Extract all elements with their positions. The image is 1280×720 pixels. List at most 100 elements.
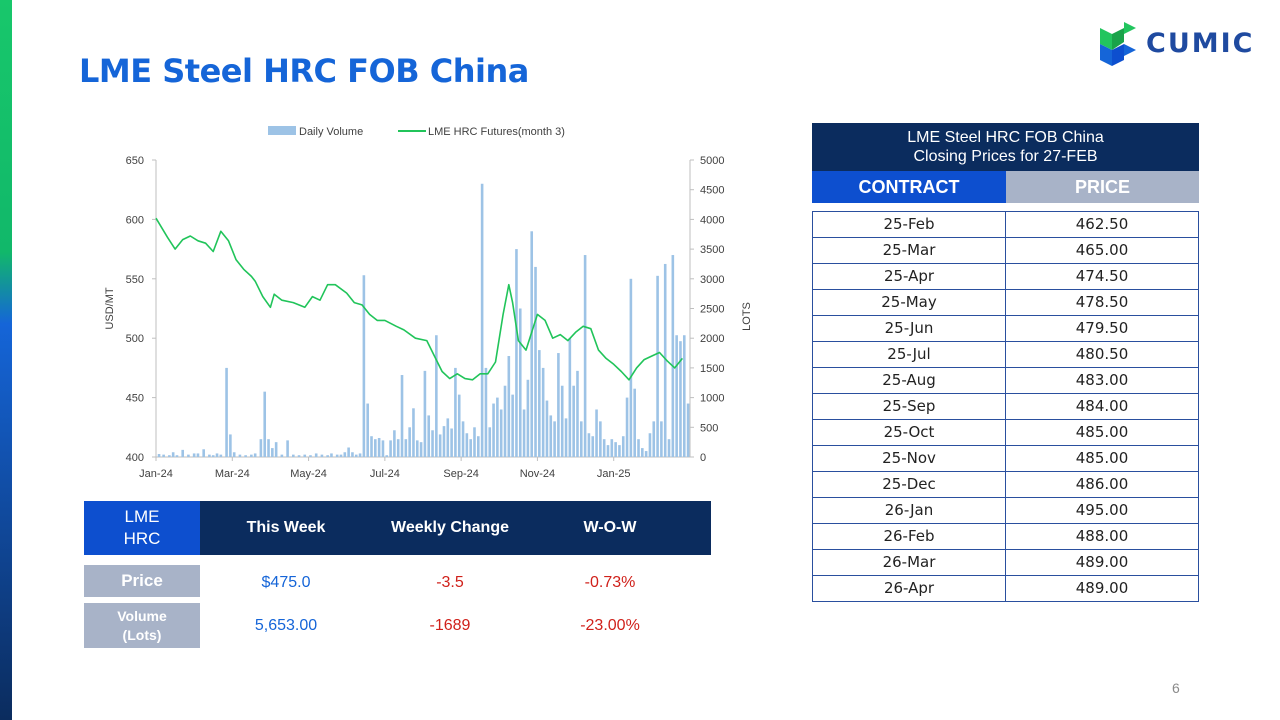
volume-bar <box>244 455 247 457</box>
price-table-row: 25-May 478.50 <box>813 289 1198 315</box>
left-tick-label: 500 <box>126 333 144 345</box>
right-tick-label: 1500 <box>700 363 724 375</box>
price-table-row: 25-Jul 480.50 <box>813 341 1198 367</box>
price-weekly-change: -3.5 <box>436 574 464 591</box>
volume-bar <box>541 367 545 457</box>
price-table-row: 26-Feb 488.00 <box>813 523 1198 549</box>
header-wow: W-O-W <box>583 519 637 536</box>
price-cell: 462.50 <box>1075 215 1129 233</box>
contract-cell: 26-Feb <box>813 524 1006 549</box>
x-tick-label: Jan-24 <box>139 468 173 480</box>
volume-bar <box>644 451 648 457</box>
volume-bar <box>568 338 572 457</box>
volume-bar <box>572 385 575 457</box>
volume-bar <box>192 453 196 457</box>
volume-bar <box>385 455 389 457</box>
volume-bar <box>202 449 205 457</box>
volume-bar <box>404 439 408 457</box>
volume-bar <box>157 454 161 457</box>
volume-bar <box>465 433 469 457</box>
volume-bar <box>576 370 579 457</box>
volume-bar <box>587 433 591 457</box>
volume-bar <box>526 379 530 457</box>
legend-volume-swatch <box>268 126 296 135</box>
volume-bar <box>675 335 678 457</box>
price-table-row: 25-Sep 484.00 <box>813 393 1198 419</box>
volume-bar <box>362 275 366 457</box>
chart-legend: Daily Volume LME HRC Futures(month 3) <box>268 126 565 138</box>
volume-bar <box>641 448 644 457</box>
price-table-title: LME Steel HRC FOB China Closing Prices f… <box>812 123 1199 171</box>
x-tick-label: May-24 <box>290 468 327 480</box>
volume-bars <box>157 183 690 457</box>
volume-bar <box>499 409 503 457</box>
volume-bar <box>507 356 511 457</box>
volume-bar <box>595 409 598 457</box>
volume-bar <box>309 455 312 457</box>
volume-bar <box>518 308 522 457</box>
volume-bar <box>591 436 595 457</box>
volume-bar <box>381 440 385 457</box>
volume-bar <box>503 385 507 457</box>
volume-bar <box>579 421 583 457</box>
volume-bar <box>253 453 257 457</box>
volume-bar <box>671 255 675 457</box>
price-table-row: 25-Nov 485.00 <box>813 445 1198 471</box>
volume-bar <box>496 397 499 457</box>
contract-cell: 25-Sep <box>813 394 1006 419</box>
volume-bar <box>553 421 556 457</box>
volume-bar <box>171 452 175 457</box>
x-tick-label: Jul-24 <box>370 468 400 480</box>
volume-bar <box>208 454 211 457</box>
volume-bar <box>175 455 179 457</box>
volume-bar <box>427 415 431 457</box>
volume-bar <box>564 418 568 457</box>
volume-bar <box>614 442 617 457</box>
price-cell: 465.00 <box>1075 241 1129 259</box>
volume-bar <box>538 350 541 457</box>
volume-bar <box>629 278 633 457</box>
price-cell: 484.00 <box>1075 397 1129 415</box>
x-tick-label: Sep-24 <box>443 468 478 480</box>
x-tick-label: Nov-24 <box>520 468 555 480</box>
volume-bar <box>286 440 289 457</box>
volume-bar <box>263 391 267 457</box>
price-volume-chart: Daily Volume LME HRC Futures(month 3) 400… <box>104 126 753 480</box>
price-cell: 485.00 <box>1075 423 1129 441</box>
right-tick-label: 2000 <box>700 333 724 345</box>
volume-bar <box>473 427 476 457</box>
contract-cell: 25-Oct <box>813 420 1006 445</box>
volume-bar <box>238 454 242 457</box>
price-table-body: 25-Feb 462.50 25-Mar 465.00 25-Apr 474.50 25-M… <box>812 211 1199 602</box>
volume-bar <box>168 455 171 457</box>
volume-bar <box>438 434 442 457</box>
company-logo: CUMIC <box>1098 20 1258 70</box>
price-cell: 474.50 <box>1075 267 1129 285</box>
left-tick-label: 450 <box>126 393 144 405</box>
right-tick-label: 1000 <box>700 393 724 405</box>
volume-bar <box>522 409 526 457</box>
contract-cell: 25-May <box>813 290 1006 315</box>
right-tick-label: 0 <box>700 452 706 464</box>
volume-bar <box>679 341 682 457</box>
price-cell: 483.00 <box>1075 371 1129 389</box>
volume-bar <box>347 447 350 457</box>
volume-bar <box>196 453 200 457</box>
volume-bar <box>297 455 301 457</box>
right-tick-label: 4000 <box>700 214 724 226</box>
volume-bar <box>271 448 274 457</box>
price-wow: -0.73% <box>584 574 636 591</box>
volume-bar <box>599 421 602 457</box>
volume-bar <box>339 454 343 457</box>
volume-bar <box>457 394 461 457</box>
volume-bar <box>560 385 564 457</box>
futures-series-line <box>155 217 684 381</box>
volume-bar <box>530 231 534 457</box>
volume-bar <box>480 183 484 457</box>
volume-bar <box>454 367 457 457</box>
volume-bar <box>450 428 453 457</box>
contract-cell: 25-Mar <box>813 238 1006 263</box>
price-cell: 478.50 <box>1075 293 1129 311</box>
contract-cell: 26-Jan <box>813 498 1006 523</box>
price-table-row: 25-Jun 479.50 <box>813 315 1198 341</box>
